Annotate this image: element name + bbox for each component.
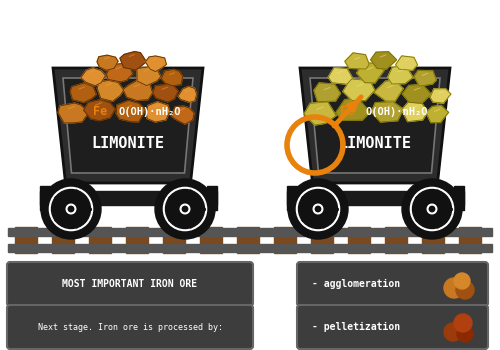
Circle shape xyxy=(444,278,464,298)
Circle shape xyxy=(166,189,204,229)
FancyBboxPatch shape xyxy=(7,305,253,349)
Polygon shape xyxy=(146,102,170,122)
FancyBboxPatch shape xyxy=(15,227,37,253)
Polygon shape xyxy=(300,68,450,183)
Circle shape xyxy=(410,187,454,231)
Polygon shape xyxy=(310,78,440,173)
FancyBboxPatch shape xyxy=(348,227,370,253)
Circle shape xyxy=(454,314,472,332)
Circle shape xyxy=(68,206,73,212)
Circle shape xyxy=(444,323,462,341)
Circle shape xyxy=(457,326,473,342)
Polygon shape xyxy=(123,81,152,100)
Text: - pelletization: - pelletization xyxy=(312,322,400,332)
Circle shape xyxy=(296,187,340,231)
Circle shape xyxy=(52,189,90,229)
Polygon shape xyxy=(426,105,448,122)
Polygon shape xyxy=(97,55,118,70)
Circle shape xyxy=(402,179,462,239)
Polygon shape xyxy=(430,89,451,103)
Polygon shape xyxy=(146,56,167,72)
Circle shape xyxy=(427,204,437,214)
Polygon shape xyxy=(336,98,370,120)
FancyBboxPatch shape xyxy=(7,262,253,306)
Circle shape xyxy=(164,187,206,231)
Text: O(OH)·nH₂O: O(OH)·nH₂O xyxy=(119,107,181,117)
FancyBboxPatch shape xyxy=(40,191,216,205)
FancyBboxPatch shape xyxy=(200,227,222,253)
Polygon shape xyxy=(58,103,89,123)
FancyBboxPatch shape xyxy=(8,228,492,236)
Polygon shape xyxy=(161,69,182,86)
Text: LIMONITE: LIMONITE xyxy=(92,136,164,151)
Circle shape xyxy=(182,206,188,212)
Polygon shape xyxy=(120,51,146,70)
Circle shape xyxy=(298,189,338,229)
Polygon shape xyxy=(70,83,97,103)
Circle shape xyxy=(313,204,323,214)
Text: Fe: Fe xyxy=(340,105,354,118)
FancyBboxPatch shape xyxy=(297,262,488,306)
Circle shape xyxy=(412,189,452,229)
FancyBboxPatch shape xyxy=(126,227,148,253)
FancyBboxPatch shape xyxy=(237,227,259,253)
FancyBboxPatch shape xyxy=(286,186,296,210)
Circle shape xyxy=(50,187,92,231)
Polygon shape xyxy=(81,68,106,86)
FancyBboxPatch shape xyxy=(52,227,74,253)
FancyBboxPatch shape xyxy=(454,186,464,210)
Polygon shape xyxy=(388,66,413,84)
Circle shape xyxy=(456,281,474,299)
Polygon shape xyxy=(414,70,436,86)
FancyBboxPatch shape xyxy=(8,244,492,252)
Polygon shape xyxy=(152,84,178,102)
Circle shape xyxy=(155,179,215,239)
FancyBboxPatch shape xyxy=(286,191,464,205)
Text: O(OH)·nH₂O: O(OH)·nH₂O xyxy=(366,107,428,117)
Polygon shape xyxy=(63,78,193,173)
Circle shape xyxy=(180,204,190,214)
Polygon shape xyxy=(304,102,336,125)
Polygon shape xyxy=(178,86,197,102)
Polygon shape xyxy=(97,80,124,101)
Circle shape xyxy=(66,204,76,214)
Polygon shape xyxy=(137,67,161,86)
FancyBboxPatch shape xyxy=(422,227,444,253)
Text: - agglomeration: - agglomeration xyxy=(312,279,400,289)
FancyBboxPatch shape xyxy=(206,186,216,210)
Text: Fe: Fe xyxy=(93,105,107,118)
Polygon shape xyxy=(370,52,396,69)
Polygon shape xyxy=(396,56,417,70)
Polygon shape xyxy=(314,83,340,102)
FancyBboxPatch shape xyxy=(297,305,488,349)
Polygon shape xyxy=(171,106,194,124)
Polygon shape xyxy=(53,68,203,183)
Polygon shape xyxy=(84,100,115,121)
Polygon shape xyxy=(116,100,146,122)
FancyBboxPatch shape xyxy=(40,186,50,210)
Polygon shape xyxy=(345,53,369,69)
Polygon shape xyxy=(374,80,404,101)
Text: MOST IMPORTANT IRON ORE: MOST IMPORTANT IRON ORE xyxy=(62,279,198,289)
FancyBboxPatch shape xyxy=(311,227,333,253)
Circle shape xyxy=(316,206,320,212)
Polygon shape xyxy=(328,68,352,84)
FancyBboxPatch shape xyxy=(385,227,407,253)
Text: LIMONITE: LIMONITE xyxy=(338,136,411,151)
Circle shape xyxy=(430,206,434,212)
Polygon shape xyxy=(356,63,384,83)
Text: Next stage. Iron ore is processed by:: Next stage. Iron ore is processed by: xyxy=(38,322,222,331)
FancyBboxPatch shape xyxy=(459,227,481,253)
Polygon shape xyxy=(106,64,132,82)
FancyBboxPatch shape xyxy=(89,227,111,253)
Polygon shape xyxy=(402,100,428,121)
Polygon shape xyxy=(371,102,404,122)
Circle shape xyxy=(454,273,470,289)
Polygon shape xyxy=(343,79,375,100)
Circle shape xyxy=(288,179,348,239)
Polygon shape xyxy=(402,84,431,103)
FancyBboxPatch shape xyxy=(274,227,296,253)
Circle shape xyxy=(41,179,101,239)
FancyBboxPatch shape xyxy=(163,227,185,253)
